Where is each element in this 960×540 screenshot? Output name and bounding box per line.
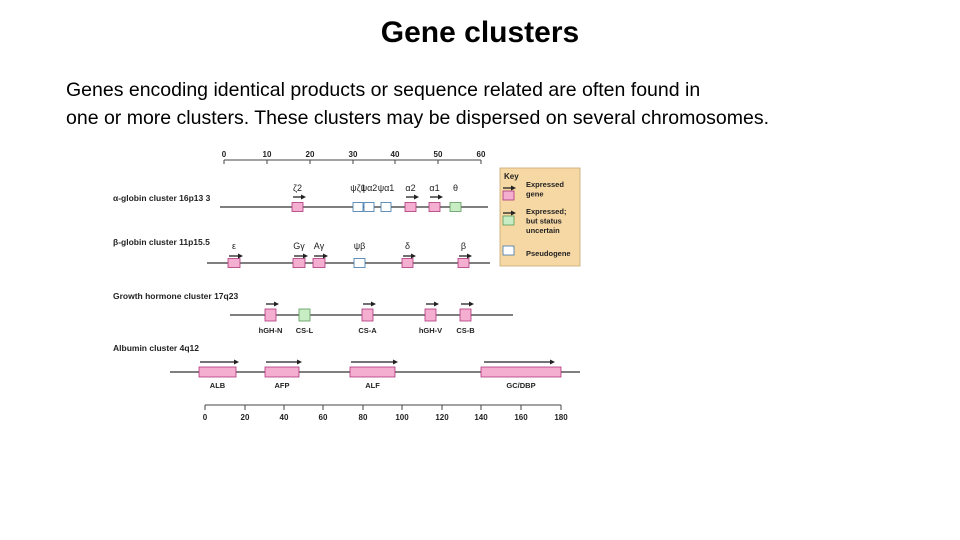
gene-arrow-head	[297, 359, 302, 365]
key-label: gene	[526, 190, 544, 199]
slide-title: Gene clusters	[380, 16, 580, 49]
bottom-axis-tick-label: 180	[554, 413, 568, 422]
bottom-axis-tick-label: 160	[514, 413, 528, 422]
bottom-axis-tick-label: 80	[359, 413, 368, 422]
gene-box	[349, 366, 396, 378]
gene-box	[361, 308, 374, 322]
top-axis-tick-label: 40	[391, 150, 400, 159]
bottom-axis-tick-label: 20	[241, 413, 250, 422]
gene-label: δ	[405, 241, 410, 251]
gene-box	[380, 202, 392, 212]
gene-box	[459, 308, 472, 322]
gene-label: CS-B	[456, 326, 475, 335]
key-label: but status	[526, 217, 562, 226]
cluster-label: α-globin cluster 16p13 3	[113, 193, 211, 203]
gene-arrow-head	[434, 301, 439, 307]
gene-label: α1	[429, 183, 439, 193]
gene-label: ALB	[210, 381, 226, 390]
gene-box	[298, 308, 311, 322]
gene-label: Gγ	[293, 241, 305, 251]
gene-box	[404, 202, 417, 212]
gene-box	[363, 202, 375, 212]
gene-box	[264, 366, 300, 378]
key-label: Expressed	[526, 180, 564, 189]
gene-arrow-head	[467, 253, 472, 259]
gene-box	[480, 366, 562, 378]
key-label: Pseudogene	[526, 249, 571, 258]
gene-box	[449, 202, 462, 212]
key-title: Key	[504, 172, 519, 181]
cluster-label: Growth hormone cluster 17q23	[113, 291, 238, 301]
gene-arrow-head	[274, 301, 279, 307]
top-axis-tick-label: 30	[349, 150, 358, 159]
slide-body-text: Genes encoding identical products or seq…	[66, 76, 926, 132]
key-swatch	[502, 215, 515, 226]
bottom-axis-tick-label: 40	[280, 413, 289, 422]
bottom-axis-tick-label: 60	[319, 413, 328, 422]
gene-box	[291, 202, 304, 212]
bottom-axis-tick-label: 140	[474, 413, 488, 422]
gene-label: ψα2	[361, 183, 378, 193]
gene-label: θ	[453, 183, 458, 193]
key-arrow-head	[511, 210, 516, 216]
gene-label: CS-A	[358, 326, 377, 335]
gene-arrow-head	[414, 194, 419, 200]
gene-box	[424, 308, 437, 322]
top-axis-tick-label: 0	[222, 150, 227, 159]
gene-label: β	[461, 241, 466, 251]
gene-arrow-head	[301, 194, 306, 200]
key-label: Expressed;	[526, 207, 566, 216]
gene-box	[457, 258, 470, 268]
gene-label: AFP	[275, 381, 290, 390]
gene-box	[198, 366, 237, 378]
top-axis-tick-label: 20	[306, 150, 315, 159]
bottom-axis-tick-label: 100	[395, 413, 409, 422]
top-axis-tick-label: 10	[263, 150, 272, 159]
gene-label: ε	[232, 241, 236, 251]
bottom-axis-tick-label: 0	[203, 413, 208, 422]
gene-arrow-head	[438, 194, 443, 200]
gene-box	[353, 258, 366, 268]
gene-arrow-head	[323, 253, 328, 259]
cluster-label: Albumin cluster 4q12	[113, 343, 199, 353]
body-line: one or more clusters. These clusters may…	[66, 107, 770, 129]
key-swatch	[502, 190, 515, 201]
gene-arrow-head	[550, 359, 555, 365]
gene-arrow-head	[469, 301, 474, 307]
gene-arrow-head	[371, 301, 376, 307]
gene-box	[401, 258, 414, 268]
gene-box	[428, 202, 441, 212]
gene-box	[312, 258, 326, 268]
gene-label: ALF	[365, 381, 380, 390]
gene-label: ψβ	[354, 241, 366, 251]
cluster-label: β-globin cluster 11p15.5	[113, 237, 210, 247]
gene-label: ψζ1	[350, 183, 365, 193]
gene-label: ψα1	[378, 183, 395, 193]
gene-label: CS-L	[296, 326, 314, 335]
gene-arrow-head	[238, 253, 243, 259]
body-line: Genes encoding identical products or seq…	[66, 79, 701, 101]
gene-box	[352, 202, 364, 212]
key-arrow-head	[511, 185, 516, 191]
gene-label: ζ2	[293, 183, 302, 193]
gene-box	[264, 308, 277, 322]
top-axis-tick-label: 50	[434, 150, 443, 159]
gene-box	[227, 258, 241, 268]
bottom-axis-tick-label: 120	[435, 413, 449, 422]
gene-label: Aγ	[314, 241, 325, 251]
gene-label: hGH-N	[259, 326, 283, 335]
gene-box	[292, 258, 306, 268]
key-swatch	[502, 245, 515, 256]
gene-arrow-head	[303, 253, 308, 259]
key-label: uncertain	[526, 226, 560, 235]
top-axis-tick-label: 60	[477, 150, 486, 159]
gene-label: GC/DBP	[506, 381, 535, 390]
gene-label: hGH-V	[419, 326, 442, 335]
gene-arrow-head	[411, 253, 416, 259]
gene-arrow-head	[234, 359, 239, 365]
gene-label: α2	[405, 183, 415, 193]
gene-arrow-head	[393, 359, 398, 365]
